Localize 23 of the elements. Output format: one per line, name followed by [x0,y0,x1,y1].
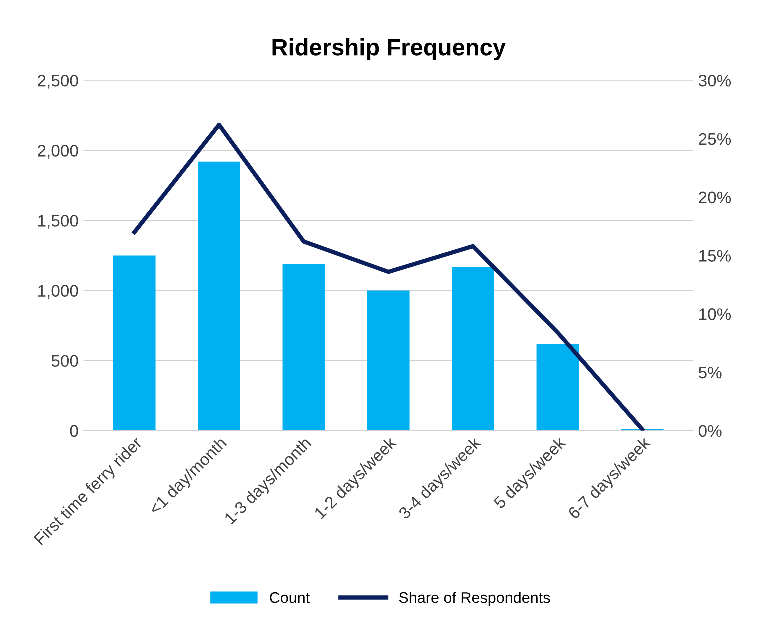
chart-title: Ridership Frequency [272,38,506,60]
y2-tick-label: 20% [699,192,732,204]
y-tick-label: 1,000 [38,285,78,299]
bar [282,264,326,431]
y2-tick-label: 0% [698,425,722,438]
y-tick-label: 1,500 [38,215,78,229]
y-tick-label: 2,500 [38,75,78,89]
y-tick-label: 500 [52,355,78,368]
y2-tick-label: 5% [698,366,722,379]
bar [113,256,156,431]
legend-label: Share of Respondents [399,592,550,606]
y-tick-label: 2,000 [38,145,78,159]
y2-tick-label: 10% [700,308,732,320]
bar [536,344,580,431]
bar [452,266,494,431]
y-tick-label: 0 [70,425,78,438]
bar [198,162,240,431]
bar [367,290,410,431]
legend-label: Count [270,592,310,604]
y2-tick-label: 25% [699,133,732,146]
y2-tick-label: 15% [700,250,732,262]
line-series [132,122,645,431]
y2-tick-label: 30% [698,75,732,87]
